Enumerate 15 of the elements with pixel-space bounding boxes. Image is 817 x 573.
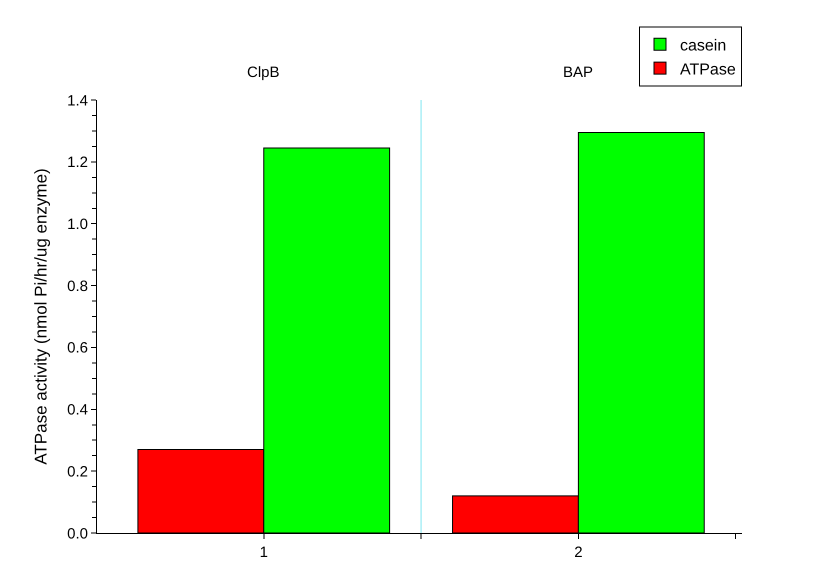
x-tick-label: 2 [574,544,583,561]
y-tick-label: 0.8 [67,278,88,295]
y-axis-title: ATPase activity (nmol Pi/hr/ug enzyme) [32,168,51,465]
y-tick-label: 1.0 [67,216,88,233]
y-tick-label: 0.6 [67,340,88,357]
y-tick-label: 0.4 [67,402,88,419]
legend-label: ATPase [680,61,736,78]
text: BAP [563,64,594,81]
x-tick-label: 1 [260,544,268,561]
y-tick-label: 0.2 [67,463,88,480]
y-tick-label: 0.0 [67,525,88,542]
legend-label: casein [680,38,726,55]
text: ClpB [247,64,280,81]
y-tick-label: 1.2 [67,154,88,172]
y-tick-label: 1.4 [67,92,88,110]
